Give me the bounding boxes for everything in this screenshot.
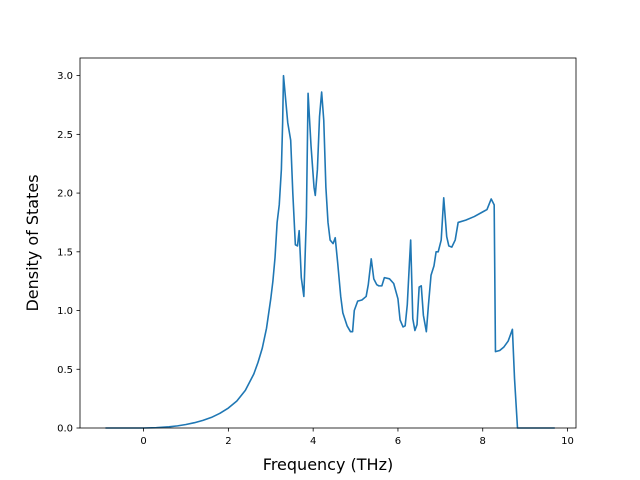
y-tick-label: 1.0 [57, 306, 73, 317]
y-tick-label: 0.5 [57, 365, 73, 376]
x-tick-label: 8 [480, 436, 486, 447]
lines-layer [105, 74, 555, 429]
x-tick-label: 10 [561, 436, 574, 447]
y-axis-ticks: 0.0 0.5 1.0 1.5 2.0 2.5 3.0 [57, 71, 80, 435]
y-tick-label: 2.0 [57, 189, 73, 200]
plot-area [79, 57, 577, 429]
y-tick-label: 3.0 [57, 71, 73, 82]
x-tick-label: 2 [225, 436, 231, 447]
y-tick-label: 2.5 [57, 130, 73, 141]
x-tick-label: 0 [140, 436, 146, 447]
x-tick-label: 4 [310, 436, 316, 447]
y-axis-label: Density of States [23, 174, 42, 311]
x-axis-ticks: 0 2 4 6 8 10 [140, 428, 574, 447]
axes-frame [79, 57, 577, 429]
y-tick-label: 0.0 [57, 424, 73, 435]
series-line-0 [105, 74, 555, 429]
x-tick-label: 6 [395, 436, 401, 447]
x-axis-label: Frequency (THz) [263, 455, 393, 474]
y-tick-label: 1.5 [57, 247, 73, 258]
